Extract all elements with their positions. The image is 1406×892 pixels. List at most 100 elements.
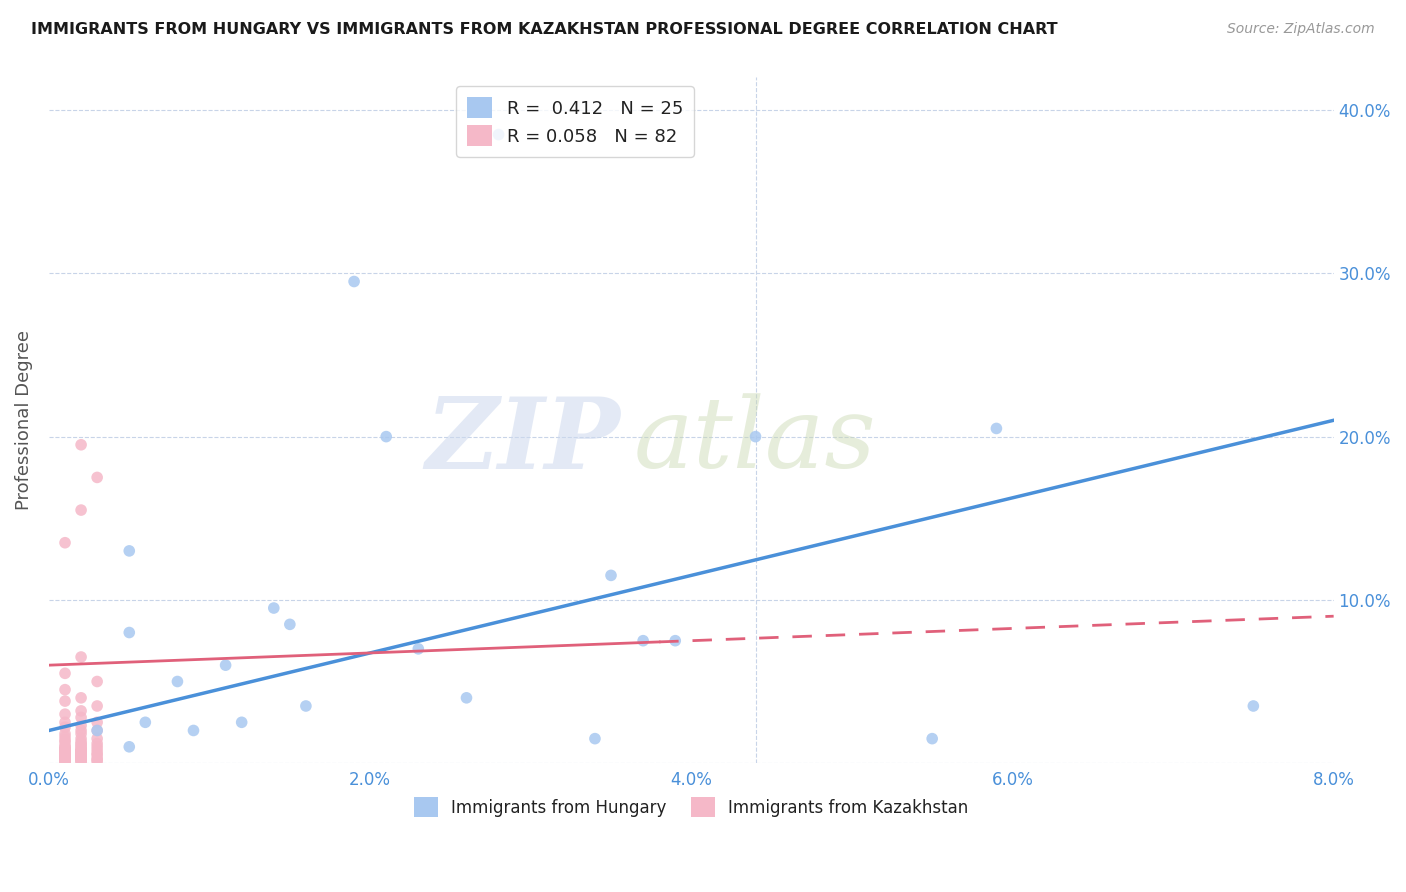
Text: atlas: atlas — [634, 393, 876, 489]
Point — [375, 429, 398, 443]
Point — [70, 755, 93, 769]
Point — [278, 617, 301, 632]
Point — [456, 690, 478, 705]
Point — [53, 753, 76, 767]
Point — [86, 731, 108, 746]
Point — [921, 731, 943, 746]
Point — [70, 745, 93, 759]
Point — [70, 755, 93, 769]
Point — [70, 743, 93, 757]
Point — [53, 747, 76, 761]
Point — [70, 747, 93, 762]
Point — [86, 739, 108, 754]
Point — [263, 601, 285, 615]
Point — [70, 718, 93, 732]
Point — [986, 421, 1008, 435]
Point — [53, 727, 76, 741]
Point — [631, 633, 654, 648]
Point — [600, 568, 623, 582]
Point — [70, 710, 93, 724]
Point — [70, 738, 93, 752]
Point — [53, 739, 76, 754]
Point — [53, 749, 76, 764]
Point — [343, 275, 366, 289]
Point — [214, 658, 236, 673]
Point — [53, 745, 76, 759]
Point — [53, 749, 76, 764]
Point — [70, 704, 93, 718]
Point — [53, 755, 76, 769]
Point — [70, 749, 93, 764]
Point — [53, 747, 76, 762]
Point — [53, 755, 76, 769]
Point — [86, 715, 108, 730]
Point — [70, 737, 93, 751]
Point — [70, 741, 93, 756]
Point — [53, 720, 76, 734]
Point — [70, 751, 93, 765]
Point — [86, 674, 108, 689]
Point — [166, 674, 188, 689]
Point — [53, 682, 76, 697]
Point — [118, 544, 141, 558]
Point — [70, 753, 93, 767]
Point — [488, 128, 510, 142]
Point — [53, 747, 76, 762]
Point — [1241, 698, 1264, 713]
Point — [86, 751, 108, 765]
Point — [53, 743, 76, 757]
Point — [53, 751, 76, 765]
Point — [53, 733, 76, 747]
Y-axis label: Professional Degree: Professional Degree — [15, 330, 32, 510]
Point — [86, 747, 108, 762]
Point — [70, 731, 93, 746]
Point — [86, 737, 108, 751]
Point — [70, 749, 93, 764]
Point — [70, 503, 93, 517]
Point — [70, 753, 93, 767]
Point — [118, 625, 141, 640]
Point — [53, 741, 76, 756]
Point — [70, 749, 93, 764]
Point — [53, 743, 76, 757]
Point — [86, 723, 108, 738]
Point — [53, 745, 76, 759]
Point — [70, 438, 93, 452]
Point — [53, 743, 76, 757]
Point — [118, 739, 141, 754]
Point — [664, 633, 686, 648]
Point — [53, 535, 76, 549]
Legend: Immigrants from Hungary, Immigrants from Kazakhstan: Immigrants from Hungary, Immigrants from… — [408, 791, 974, 823]
Point — [53, 751, 76, 765]
Point — [53, 735, 76, 749]
Text: Source: ZipAtlas.com: Source: ZipAtlas.com — [1227, 22, 1375, 37]
Point — [70, 735, 93, 749]
Point — [583, 731, 606, 746]
Text: ZIP: ZIP — [426, 392, 620, 489]
Point — [70, 743, 93, 757]
Point — [53, 753, 76, 767]
Point — [70, 745, 93, 759]
Point — [53, 666, 76, 681]
Point — [70, 751, 93, 765]
Point — [53, 738, 76, 752]
Point — [53, 730, 76, 744]
Point — [70, 745, 93, 759]
Point — [70, 723, 93, 738]
Point — [408, 641, 430, 656]
Point — [231, 715, 253, 730]
Point — [70, 747, 93, 761]
Point — [86, 698, 108, 713]
Point — [70, 739, 93, 754]
Point — [70, 747, 93, 762]
Point — [183, 723, 205, 738]
Point — [53, 745, 76, 759]
Point — [86, 470, 108, 484]
Point — [53, 747, 76, 761]
Point — [70, 745, 93, 759]
Point — [53, 715, 76, 730]
Point — [70, 650, 93, 665]
Point — [70, 747, 93, 761]
Point — [86, 755, 108, 769]
Point — [53, 707, 76, 722]
